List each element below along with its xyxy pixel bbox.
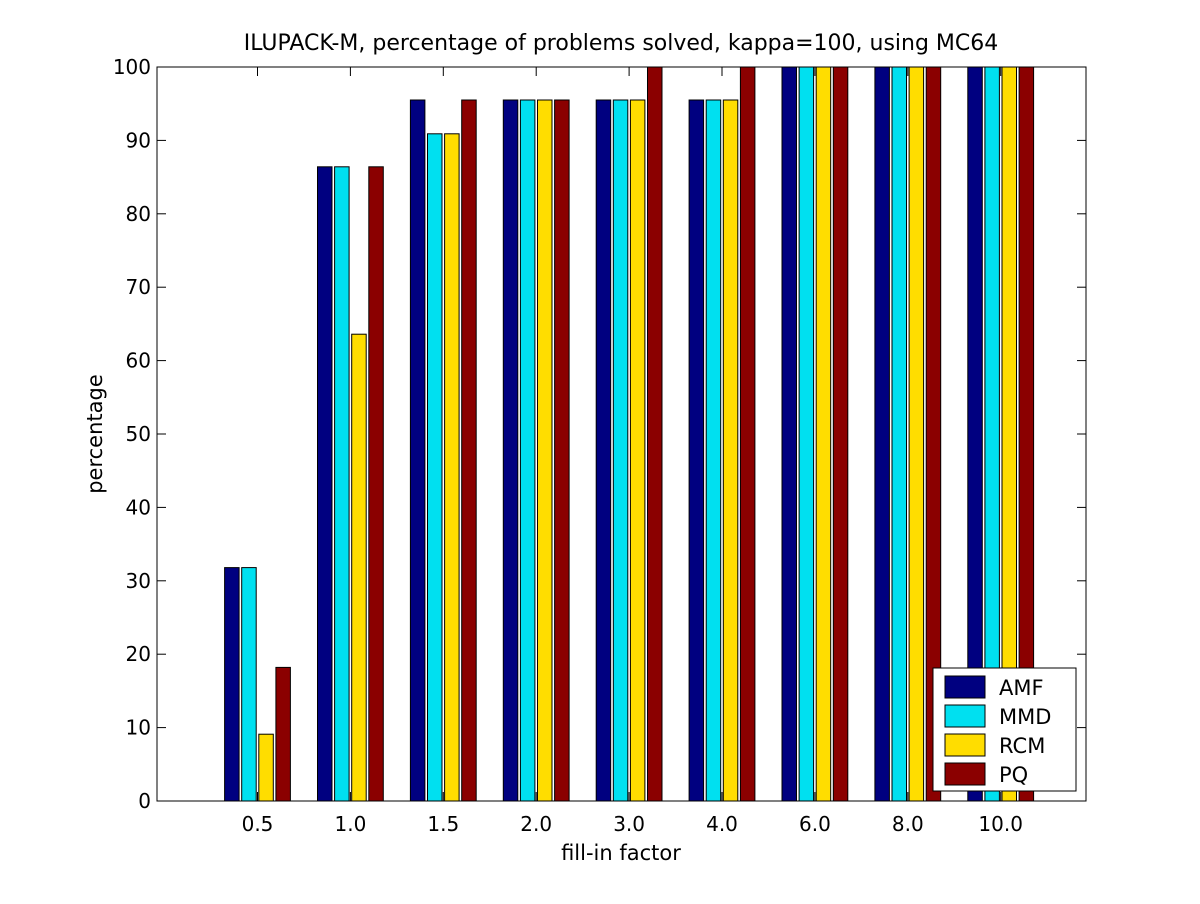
bar-rcm-6.0 xyxy=(815,66,832,802)
y-tick-label-90: 90 xyxy=(126,128,151,152)
bar-rcm-2.0 xyxy=(537,99,553,802)
ticks-layer: 0 10 20 30 40 50 60 70 80 90 100 0.5 1.0 1.5 2.0 3.0 4.0… xyxy=(113,55,1086,836)
bar-rcm-0.5 xyxy=(258,733,274,802)
y-tick-label-100: 100 xyxy=(113,55,151,79)
bar-amf-8.0 xyxy=(874,66,890,802)
bar-amf-4.0 xyxy=(688,99,705,802)
bar-pq-1.5 xyxy=(461,99,477,802)
legend-swatch-rcm xyxy=(944,733,986,757)
bar-amf-0.5 xyxy=(224,567,240,802)
bar-mmd-3.0 xyxy=(612,99,629,802)
bar-mmd-6.0 xyxy=(798,66,815,802)
bar-pq-1.0 xyxy=(368,166,384,802)
x-axis-label: fill-in factor xyxy=(561,841,681,865)
bar-rcm-1.5 xyxy=(444,133,460,802)
bar-pq-4.0 xyxy=(739,66,756,802)
bar-mmd-4.0 xyxy=(705,99,722,802)
bar-pq-2.0 xyxy=(554,99,570,802)
bar-mmd-0.5 xyxy=(241,567,257,802)
legend-swatch-amf xyxy=(944,675,986,699)
x-tick-label-10.0: 10.0 xyxy=(978,812,1023,836)
legend-swatch-mmd xyxy=(944,704,986,728)
bars-layer xyxy=(224,66,1035,802)
chart-title: ILUPACK-M, percentage of problems solved… xyxy=(244,31,999,56)
legend-swatch-pq xyxy=(944,762,986,786)
bar-rcm-3.0 xyxy=(629,99,646,802)
bar-amf-6.0 xyxy=(781,66,797,802)
bar-amf-1.0 xyxy=(317,166,333,802)
x-tick-label-6.0: 6.0 xyxy=(799,812,831,836)
bar-amf-3.0 xyxy=(595,99,612,802)
y-tick-label-70: 70 xyxy=(126,275,151,299)
bar-rcm-8.0 xyxy=(908,66,925,802)
bar-mmd-8.0 xyxy=(891,66,907,802)
legend-label-pq: PQ xyxy=(999,763,1028,787)
legend-label-amf: AMF xyxy=(999,676,1044,700)
x-tick-label-3.0: 3.0 xyxy=(613,812,645,836)
bar-mmd-1.0 xyxy=(334,166,350,802)
legend-label-mmd: MMD xyxy=(999,705,1051,729)
x-tick-label-2.0: 2.0 xyxy=(520,812,552,836)
x-tick-label-0.5: 0.5 xyxy=(242,812,274,836)
bar-amf-2.0 xyxy=(502,99,519,802)
y-tick-label-50: 50 xyxy=(126,422,151,446)
bar-pq-0.5 xyxy=(275,666,291,802)
x-tick-label-1.0: 1.0 xyxy=(334,812,366,836)
bar-mmd-2.0 xyxy=(519,99,536,802)
bar-pq-6.0 xyxy=(832,66,849,802)
y-tick-label-20: 20 xyxy=(126,642,151,666)
bar-rcm-4.0 xyxy=(722,99,739,802)
y-tick-label-80: 80 xyxy=(126,202,151,226)
legend-label-rcm: RCM xyxy=(999,734,1045,758)
x-tick-label-4.0: 4.0 xyxy=(706,812,738,836)
bar-amf-1.5 xyxy=(409,99,426,802)
y-tick-label-30: 30 xyxy=(126,569,151,593)
bar-mmd-1.5 xyxy=(427,133,443,802)
x-tick-label-8.0: 8.0 xyxy=(892,812,924,836)
legend: AMF MMD RCM PQ xyxy=(932,667,1077,792)
y-tick-label-60: 60 xyxy=(126,349,151,373)
y-tick-label-0: 0 xyxy=(138,789,151,813)
y-axis-label: percentage xyxy=(83,374,107,494)
bar-rcm-1.0 xyxy=(351,333,367,802)
y-tick-label-40: 40 xyxy=(126,495,151,519)
bar-pq-3.0 xyxy=(647,66,663,802)
x-tick-label-1.5: 1.5 xyxy=(427,812,459,836)
y-tick-label-10: 10 xyxy=(126,716,151,740)
